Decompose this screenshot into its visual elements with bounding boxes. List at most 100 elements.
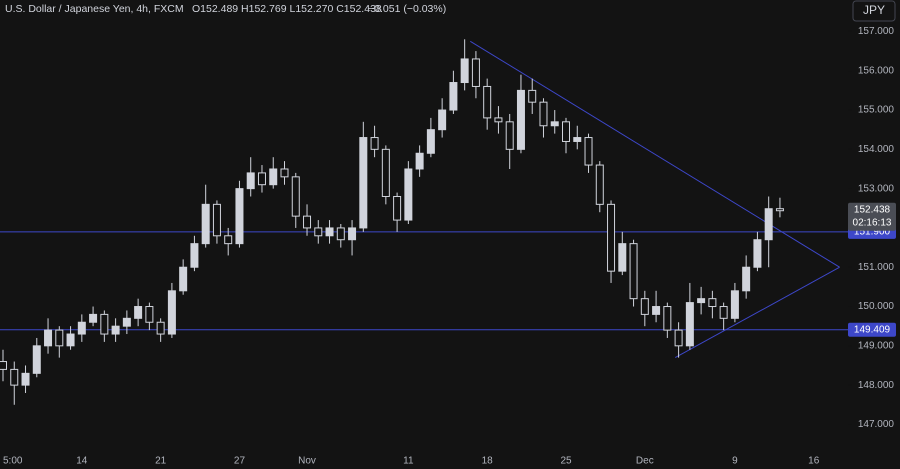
candle-body xyxy=(719,306,728,319)
candle-body xyxy=(246,172,255,190)
candle-body xyxy=(595,164,604,205)
x-tick-label: 11 xyxy=(403,456,414,467)
candle-body xyxy=(753,239,762,268)
symbol-title: U.S. Dollar / Japanese Yen, 4h, FXCM xyxy=(5,3,184,15)
x-tick-label: 16 xyxy=(808,456,820,467)
candle-body xyxy=(494,117,503,123)
candle-body xyxy=(426,129,435,154)
x-tick-label: 21 xyxy=(155,456,167,467)
candle-body xyxy=(708,298,717,308)
candle-body xyxy=(156,321,165,335)
x-tick-label: Dec xyxy=(636,456,654,467)
candle-body xyxy=(652,306,661,315)
candle-body xyxy=(674,329,683,347)
candle-body xyxy=(0,361,7,370)
candle-body xyxy=(516,89,525,150)
candle-body xyxy=(314,227,323,237)
y-tick-label: 151.000 xyxy=(858,262,895,273)
change-value: −0.051 (−0.03%) xyxy=(368,3,446,15)
candle-body xyxy=(55,329,64,347)
candle-body xyxy=(32,345,41,374)
candle-body xyxy=(685,302,694,347)
x-tick-label: 27 xyxy=(234,456,246,467)
x-tick-label: Nov xyxy=(298,456,316,467)
candle-body xyxy=(89,313,98,323)
y-tick-label: 147.000 xyxy=(858,419,895,430)
candle-body xyxy=(584,137,593,166)
candle-body xyxy=(573,137,582,142)
level-label: 151.900 xyxy=(854,227,891,238)
candle-body xyxy=(404,168,413,221)
candle-body xyxy=(471,58,480,87)
candle-body xyxy=(201,203,210,245)
candle-body xyxy=(505,121,514,150)
candle-body xyxy=(629,243,638,300)
candle-body xyxy=(775,208,784,212)
candle-body xyxy=(483,85,492,119)
candle-body xyxy=(179,266,188,292)
x-tick-label: 9 xyxy=(732,456,738,467)
candle-body xyxy=(235,188,244,245)
candle-body xyxy=(607,203,616,272)
candle-body xyxy=(167,290,176,335)
candle-body xyxy=(190,243,199,268)
candle-body xyxy=(449,82,458,111)
candle-body xyxy=(291,176,300,217)
trendline xyxy=(674,266,840,359)
x-tick-label: 18 xyxy=(482,456,494,467)
candle-body xyxy=(438,109,447,131)
y-tick-label: 149.000 xyxy=(858,340,895,351)
candle-body xyxy=(359,137,368,229)
candle-body xyxy=(44,329,53,347)
candle-body xyxy=(528,89,537,103)
candle-body xyxy=(66,333,75,347)
candle-body xyxy=(336,227,345,241)
candle-body xyxy=(77,321,86,335)
y-tick-label: 154.000 xyxy=(858,144,895,155)
candle-body xyxy=(562,121,570,142)
candle-body xyxy=(10,368,19,386)
candle-body xyxy=(122,317,131,327)
y-tick-label: 157.000 xyxy=(858,26,895,37)
candle-body xyxy=(280,168,289,178)
candle-body xyxy=(348,227,357,241)
candle-body xyxy=(269,168,278,186)
candle-body xyxy=(325,227,334,237)
ohlc-values: O152.489 H152.769 L152.270 C152.438 xyxy=(192,3,382,15)
candle-body xyxy=(381,148,390,197)
candle-body xyxy=(618,243,627,272)
candle-body xyxy=(550,121,559,127)
level-label: 149.409 xyxy=(854,324,891,335)
candle-body xyxy=(415,152,424,170)
last-price-label: 152.438 xyxy=(854,204,891,215)
currency-button[interactable] xyxy=(852,0,896,22)
candle-body xyxy=(134,306,143,319)
candle-body xyxy=(697,298,706,304)
candle-body xyxy=(663,306,672,331)
candle-body xyxy=(145,306,154,323)
x-tick-label: 5:00 xyxy=(3,456,23,467)
candle-body xyxy=(100,313,109,335)
candle-body xyxy=(212,203,221,237)
y-tick-label: 150.000 xyxy=(858,301,895,312)
candle-body xyxy=(742,266,751,292)
candle-body xyxy=(460,58,469,84)
countdown-label: 02:16:13 xyxy=(853,217,892,228)
candle-body xyxy=(257,172,266,186)
candle-body xyxy=(224,235,233,245)
candle-body xyxy=(111,325,120,335)
x-tick-label: 14 xyxy=(76,456,88,467)
y-tick-label: 153.000 xyxy=(858,183,895,194)
x-tick-label: 25 xyxy=(560,456,572,467)
currency-label[interactable]: JPY xyxy=(863,3,885,17)
y-tick-label: 155.000 xyxy=(858,105,895,116)
candle-body xyxy=(393,195,402,221)
last-price-tag xyxy=(848,202,896,231)
y-tick-label: 156.000 xyxy=(858,65,895,76)
level-tag xyxy=(848,322,896,337)
candle-body xyxy=(370,137,379,150)
candle-body xyxy=(730,290,739,319)
candle-body xyxy=(640,298,649,315)
